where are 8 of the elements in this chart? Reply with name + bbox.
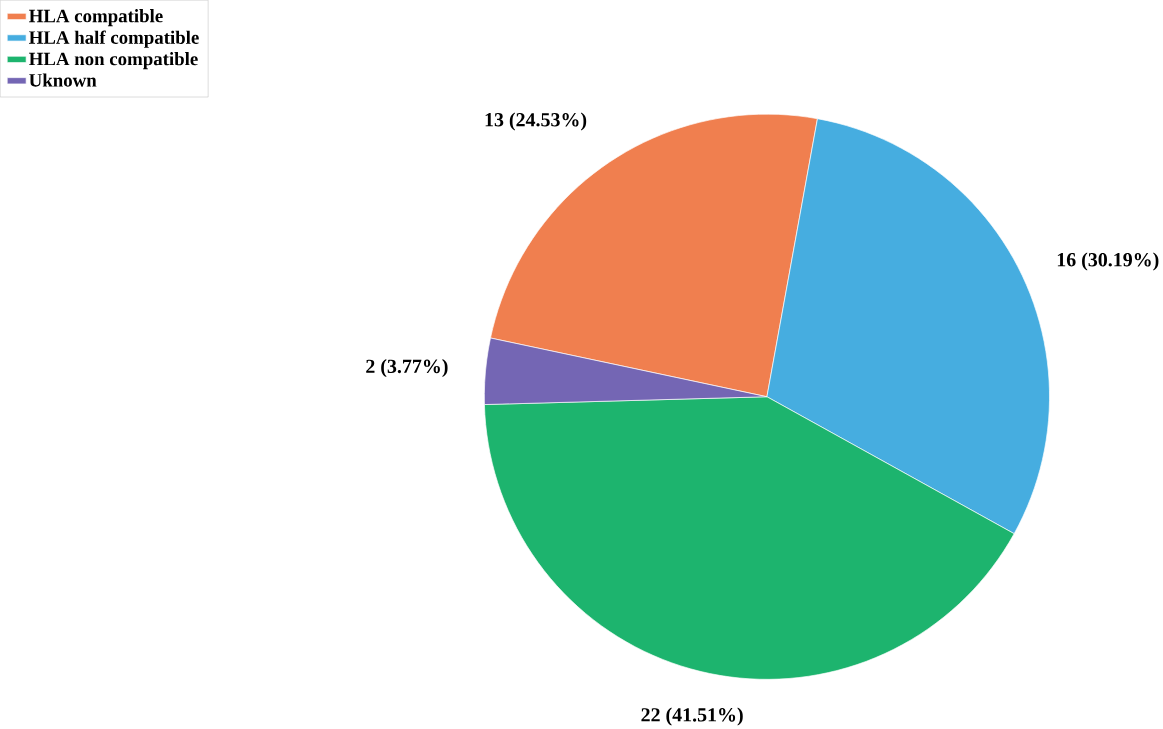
legend-label: HLA compatible: [29, 8, 163, 27]
data-label: 16 (30.19%): [1057, 252, 1159, 271]
data-label: 2 (3.77%): [366, 358, 448, 377]
legend-label: HLA non compatible: [29, 51, 198, 69]
data-label: 22 (41.51%): [641, 707, 743, 726]
legend-label: HLA half compatible: [29, 30, 199, 48]
data-label: 13 (24.53%): [485, 112, 587, 131]
legend-label: Uknown: [29, 73, 97, 87]
